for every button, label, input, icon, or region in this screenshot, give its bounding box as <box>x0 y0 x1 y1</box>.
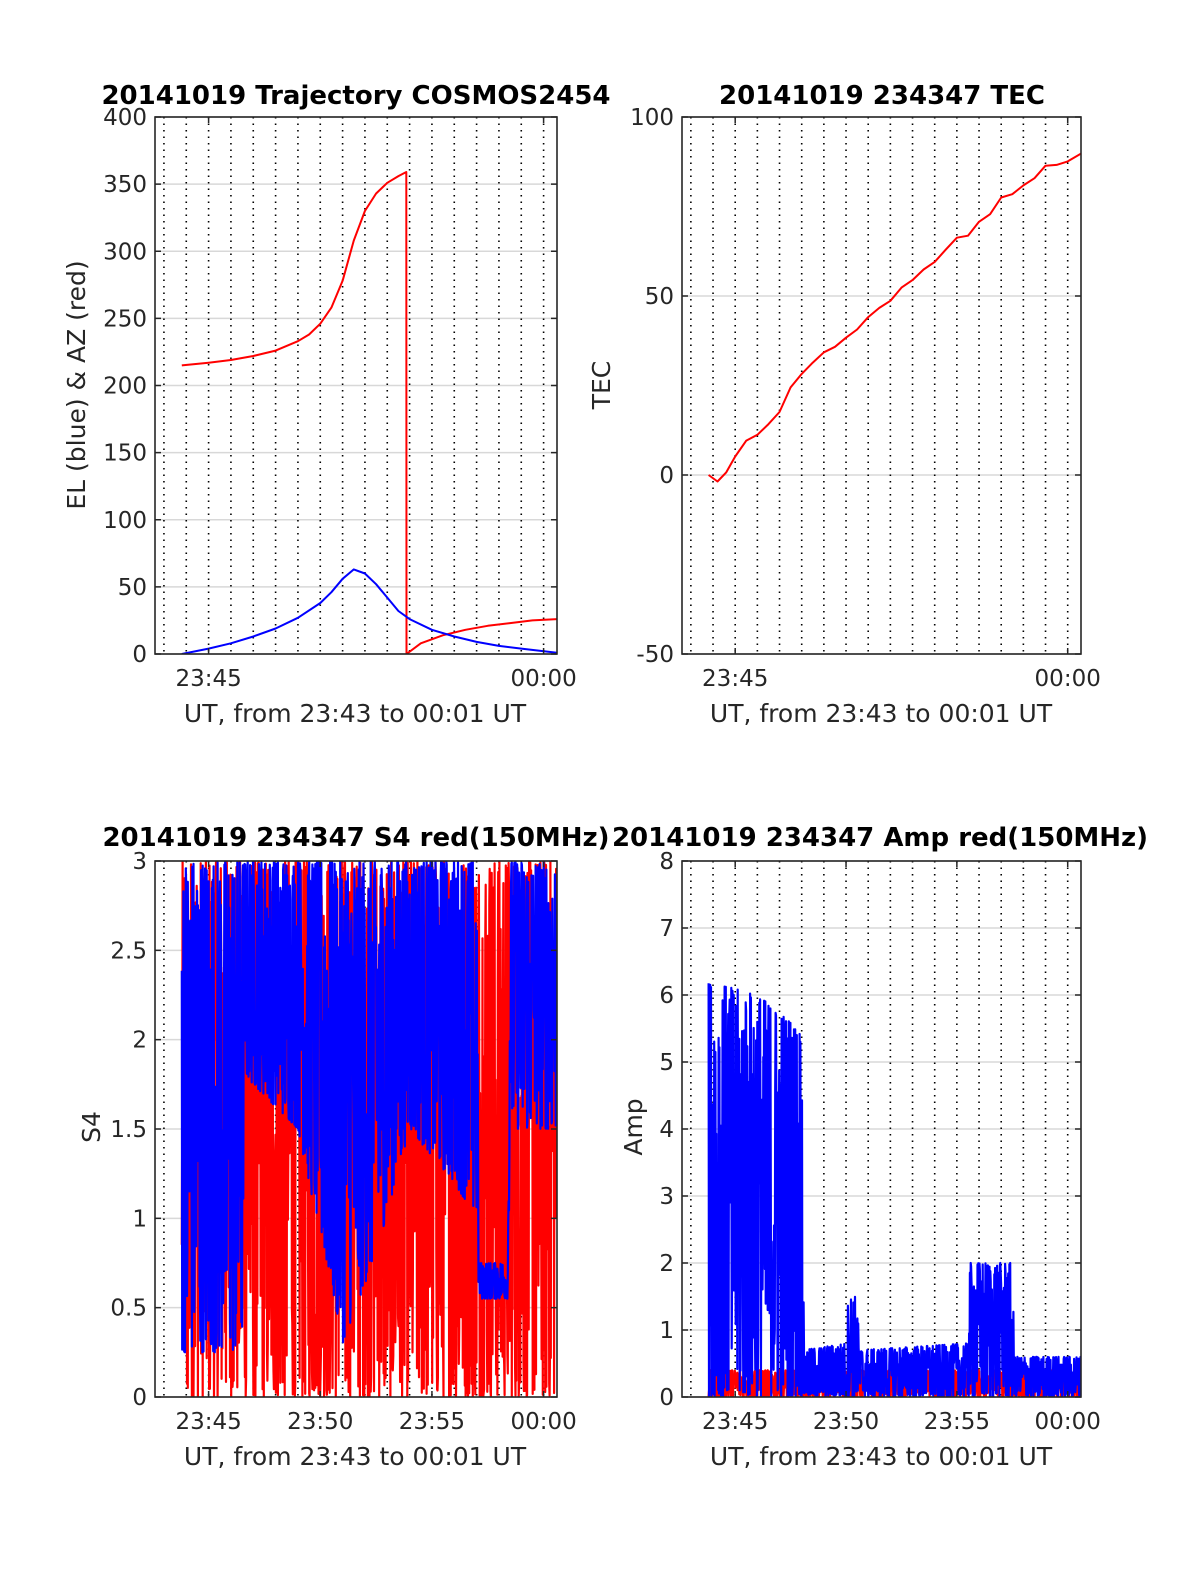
y-tick-label: 150 <box>103 441 147 467</box>
y-tick-label: 50 <box>118 575 147 601</box>
x-tick-label: 23:50 <box>813 1409 879 1435</box>
y-tick-label: 50 <box>645 284 674 310</box>
y-tick-label: 0 <box>132 642 147 668</box>
y-tick-label: 2.5 <box>110 938 147 964</box>
y-axis-label: TEC <box>587 361 616 411</box>
y-tick-label: 300 <box>103 239 147 265</box>
x-tick-label: 23:45 <box>175 666 241 692</box>
series-line-blue <box>180 861 557 1354</box>
y-tick-label: 3 <box>659 1184 674 1210</box>
y-tick-label: 0 <box>659 1385 674 1411</box>
y-tick-label: 4 <box>659 1117 674 1143</box>
y-tick-label: 2 <box>659 1251 674 1277</box>
x-tick-label: 23:55 <box>924 1409 990 1435</box>
plot-area: 0 0.5 1 1.5 2 2.5 3 23:45 23:50 23:55 00:00 <box>110 849 576 1435</box>
x-tick-label: 23:50 <box>287 1409 353 1435</box>
panel-tec: 20141019 234347 TEC TEC UT, from 23:43 t… <box>587 81 1101 728</box>
y-tick-label: 3 <box>132 849 147 875</box>
y-tick-label: 6 <box>659 983 674 1009</box>
y-tick-label: 8 <box>659 849 674 875</box>
x-tick-label: 23:45 <box>175 1409 241 1435</box>
y-tick-label: 100 <box>103 508 147 534</box>
chart-title: 20141019 234347 Amp red(150MHz) <box>612 823 1148 853</box>
x-axis-label: UT, from 23:43 to 00:01 UT <box>710 1442 1053 1471</box>
x-tick-label: 00:00 <box>510 666 576 692</box>
y-tick-label: 200 <box>103 374 147 400</box>
x-tick-label: 00:00 <box>1035 666 1101 692</box>
y-tick-label: 400 <box>103 105 147 131</box>
y-axis-label: Amp <box>619 1098 648 1155</box>
plot-area: 0 1 2 3 4 5 6 7 8 23:45 23:50 23:55 00:00 <box>659 849 1100 1435</box>
panel-s4: 20141019 234347 S4 red(150MHz) S4 UT, fr… <box>77 823 610 1471</box>
y-tick-label: 2 <box>132 1028 147 1054</box>
series-line-blue <box>707 983 1081 1397</box>
y-tick-label: 350 <box>103 172 147 198</box>
x-axis-label: UT, from 23:43 to 00:01 UT <box>184 699 527 728</box>
panel-amp: 20141019 234347 Amp red(150MHz) Amp UT, … <box>612 823 1148 1471</box>
chart-title: 20141019 Trajectory COSMOS2454 <box>101 81 610 111</box>
x-tick-label: 23:55 <box>399 1409 465 1435</box>
series-line-blue <box>181 568 557 654</box>
x-axis-label: UT, from 23:43 to 00:01 UT <box>710 699 1053 728</box>
x-tick-label: 00:00 <box>1035 1409 1101 1435</box>
panel-trajectory: 20141019 Trajectory COSMOS2454 EL (blue)… <box>62 81 611 728</box>
y-tick-label: -50 <box>636 642 674 668</box>
y-tick-label: 0.5 <box>110 1296 147 1322</box>
x-axis-label: UT, from 23:43 to 00:01 UT <box>184 1442 527 1471</box>
y-tick-label: 1 <box>132 1206 147 1232</box>
plot-area: 0 50 100 150 200 250 300 350 400 23:45 00:00 <box>103 105 577 692</box>
y-tick-label: 250 <box>103 306 147 332</box>
plot-area: -50 0 50 100 23:45 00:00 <box>630 105 1101 692</box>
y-axis-label: EL (blue) & AZ (red) <box>62 260 91 509</box>
y-tick-label: 7 <box>659 916 674 942</box>
x-tick-label: 23:45 <box>702 1409 768 1435</box>
series-line-red <box>181 171 557 654</box>
y-tick-label: 5 <box>659 1050 674 1076</box>
chart-title: 20141019 234347 TEC <box>719 81 1045 111</box>
series-line-red <box>708 152 1081 483</box>
y-tick-label: 100 <box>630 105 674 131</box>
y-tick-label: 0 <box>659 463 674 489</box>
y-tick-label: 1.5 <box>110 1117 147 1143</box>
y-axis-label: S4 <box>77 1111 106 1143</box>
axes-box <box>681 116 1082 655</box>
chart-title: 20141019 234347 S4 red(150MHz) <box>102 823 609 853</box>
y-tick-label: 0 <box>132 1385 147 1411</box>
y-tick-label: 1 <box>659 1318 674 1344</box>
x-tick-label: 23:45 <box>702 666 768 692</box>
x-tick-label: 00:00 <box>510 1409 576 1435</box>
